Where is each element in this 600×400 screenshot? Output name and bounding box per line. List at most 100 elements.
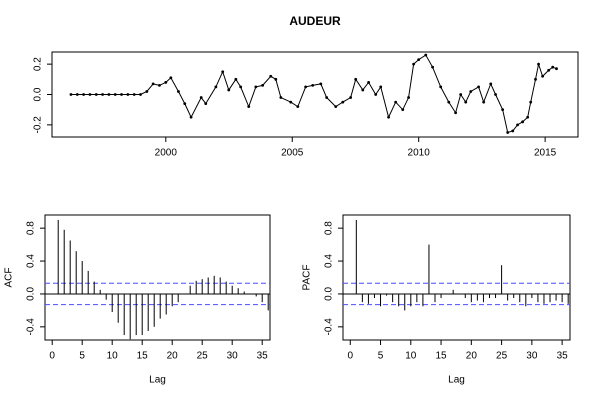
data-point bbox=[501, 108, 505, 112]
data-point bbox=[254, 85, 258, 89]
data-point bbox=[447, 100, 451, 104]
y-tick-label: 0.8 bbox=[324, 221, 335, 235]
plot-frame bbox=[44, 214, 271, 341]
data-point bbox=[367, 80, 371, 84]
data-point bbox=[304, 85, 308, 89]
data-point bbox=[234, 77, 238, 81]
data-point bbox=[407, 96, 410, 99]
y-tick-label: 0.4 bbox=[26, 254, 37, 268]
data-point bbox=[325, 96, 329, 99]
data-point bbox=[537, 62, 540, 66]
data-point bbox=[379, 85, 383, 89]
data-point bbox=[69, 93, 73, 96]
series-line bbox=[70, 54, 557, 134]
data-point bbox=[361, 88, 365, 92]
y-tick-label: 0.0 bbox=[324, 287, 335, 301]
x-tick-label: 2015 bbox=[534, 148, 557, 159]
data-point bbox=[189, 115, 193, 119]
data-point bbox=[341, 100, 345, 104]
data-point bbox=[506, 131, 510, 134]
data-point bbox=[482, 100, 486, 104]
data-point bbox=[113, 93, 117, 96]
data-point bbox=[387, 115, 390, 119]
data-point bbox=[417, 58, 421, 61]
x-tick-label: 25 bbox=[496, 351, 508, 362]
data-point bbox=[183, 102, 187, 106]
data-point bbox=[261, 83, 265, 87]
y-tick-label: 0.0 bbox=[33, 87, 44, 101]
data-point bbox=[526, 115, 530, 119]
x-tick-label: 2000 bbox=[155, 148, 178, 159]
data-point bbox=[107, 93, 111, 96]
x-tick-label: 5 bbox=[378, 351, 384, 362]
data-point bbox=[296, 105, 300, 109]
data-point bbox=[529, 100, 533, 104]
data-point bbox=[489, 82, 493, 86]
y-tick-label: 0.8 bbox=[26, 221, 37, 235]
x-tick-label: 35 bbox=[257, 351, 269, 362]
x-tick-label: 0 bbox=[49, 351, 55, 362]
data-point bbox=[139, 93, 142, 96]
data-point bbox=[289, 100, 293, 104]
data-point bbox=[126, 93, 130, 96]
y-tick-label: -0.4 bbox=[324, 318, 335, 336]
x-tick-label: 30 bbox=[227, 351, 239, 362]
data-point bbox=[145, 90, 149, 93]
data-point bbox=[88, 93, 92, 96]
data-point bbox=[547, 68, 551, 72]
x-tick-label: 0 bbox=[347, 351, 353, 362]
data-point bbox=[551, 65, 555, 69]
data-point bbox=[424, 53, 428, 57]
y-axis-label: PACF bbox=[302, 265, 313, 291]
x-tick-label: 20 bbox=[167, 351, 179, 362]
data-point bbox=[439, 85, 443, 89]
x-tick-label: 20 bbox=[466, 351, 478, 362]
y-tick-label: -0.4 bbox=[26, 318, 37, 336]
x-tick-label: 10 bbox=[107, 351, 119, 362]
x-tick-label: 15 bbox=[137, 351, 149, 362]
data-point bbox=[319, 82, 323, 86]
data-point bbox=[199, 96, 203, 99]
data-point bbox=[177, 90, 180, 93]
data-point bbox=[494, 93, 497, 96]
x-tick-label: 35 bbox=[557, 351, 569, 362]
data-point bbox=[469, 90, 473, 93]
data-point bbox=[477, 85, 481, 89]
data-point bbox=[151, 82, 155, 86]
data-point bbox=[120, 93, 123, 96]
data-point bbox=[555, 67, 558, 71]
data-point bbox=[279, 96, 283, 99]
data-point bbox=[374, 93, 378, 96]
data-point bbox=[464, 100, 468, 104]
data-point bbox=[227, 88, 231, 92]
data-point bbox=[269, 74, 273, 78]
data-point bbox=[132, 93, 136, 96]
data-point bbox=[101, 93, 104, 96]
data-point bbox=[394, 100, 398, 104]
data-point bbox=[401, 108, 405, 112]
data-point bbox=[349, 96, 353, 99]
data-point bbox=[214, 85, 218, 89]
x-tick-label: 25 bbox=[197, 351, 209, 362]
data-point bbox=[221, 70, 225, 74]
data-point bbox=[169, 76, 173, 80]
data-point bbox=[164, 80, 168, 84]
data-point bbox=[334, 105, 338, 109]
data-point bbox=[541, 74, 544, 78]
chart-title: AUDEUR bbox=[289, 14, 341, 28]
data-point bbox=[311, 83, 315, 87]
plot-frame bbox=[342, 214, 571, 341]
x-axis-label: Lag bbox=[448, 375, 465, 386]
y-axis-label: ACF bbox=[4, 268, 15, 288]
data-point bbox=[521, 120, 525, 124]
data-point bbox=[75, 93, 79, 96]
x-tick-label: 2010 bbox=[408, 148, 431, 159]
data-point bbox=[511, 129, 515, 133]
y-tick-label: 0.4 bbox=[324, 254, 335, 268]
data-point bbox=[94, 93, 98, 96]
y-tick-label: 0.2 bbox=[33, 57, 44, 71]
data-point bbox=[247, 105, 251, 109]
x-tick-label: 2005 bbox=[281, 148, 304, 159]
data-point bbox=[204, 102, 208, 106]
